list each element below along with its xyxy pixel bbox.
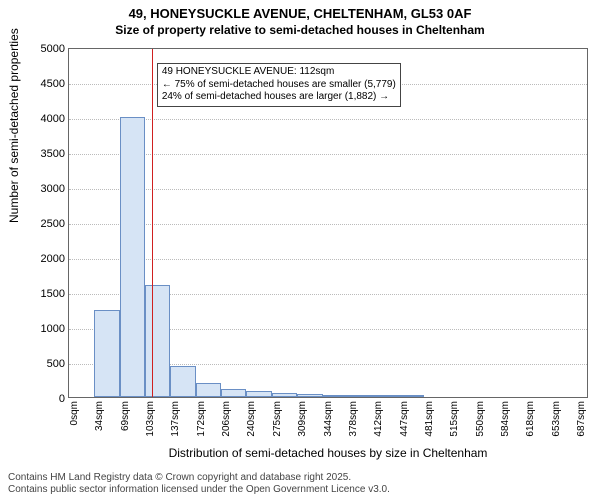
plot-area: 0500100015002000250030003500400045005000… — [68, 48, 588, 398]
gridline — [69, 154, 587, 155]
histogram-bar — [221, 389, 246, 397]
chart-title: 49, HONEYSUCKLE AVENUE, CHELTENHAM, GL53… — [0, 0, 600, 23]
x-tick-label: 481sqm — [424, 401, 435, 437]
histogram-bar — [297, 394, 323, 397]
gridline — [69, 189, 587, 190]
property-marker-line — [152, 49, 153, 397]
histogram-bar — [323, 395, 348, 397]
histogram-bar — [399, 395, 424, 397]
histogram-bar — [196, 383, 221, 397]
y-tick-label: 3500 — [41, 148, 65, 160]
y-tick-label: 4000 — [41, 113, 65, 125]
y-tick-label: 0 — [59, 393, 65, 405]
x-tick-label: 103sqm — [145, 401, 156, 437]
y-tick-label: 4500 — [41, 78, 65, 90]
x-tick-label: 618sqm — [525, 401, 536, 437]
histogram-bar — [348, 395, 373, 397]
y-tick-label: 1000 — [41, 323, 65, 335]
x-tick-label: 550sqm — [475, 401, 486, 437]
y-tick-label: 2500 — [41, 218, 65, 230]
y-tick-label: 5000 — [41, 43, 65, 55]
x-tick-label: 687sqm — [576, 401, 587, 437]
gridline — [69, 224, 587, 225]
y-tick-label: 3000 — [41, 183, 65, 195]
x-tick-label: 69sqm — [120, 401, 131, 431]
x-tick-label: 515sqm — [449, 401, 460, 437]
x-tick-label: 137sqm — [170, 401, 181, 437]
x-tick-label: 344sqm — [323, 401, 334, 437]
histogram-bar — [145, 285, 170, 397]
x-tick-label: 447sqm — [399, 401, 410, 437]
y-axis-label: Number of semi-detached properties — [7, 28, 21, 223]
x-tick-label: 172sqm — [196, 401, 207, 437]
histogram-bar — [170, 366, 196, 398]
gridline — [69, 259, 587, 260]
annotation-line: ← 75% of semi-detached houses are smalle… — [162, 79, 396, 92]
x-tick-label: 206sqm — [221, 401, 232, 437]
x-tick-label: 378sqm — [348, 401, 359, 437]
histogram-bar — [246, 391, 272, 397]
histogram-bar — [373, 395, 399, 397]
x-tick-label: 584sqm — [500, 401, 511, 437]
annotation-box: 49 HONEYSUCKLE AVENUE: 112sqm← 75% of se… — [157, 63, 401, 107]
x-tick-label: 309sqm — [297, 401, 308, 437]
annotation-line: 49 HONEYSUCKLE AVENUE: 112sqm — [162, 66, 396, 79]
chart-subtitle: Size of property relative to semi-detach… — [0, 23, 600, 37]
x-tick-label: 412sqm — [373, 401, 384, 437]
y-tick-label: 1500 — [41, 288, 65, 300]
x-tick-label: 240sqm — [246, 401, 257, 437]
histogram-bar — [272, 393, 297, 397]
y-tick-label: 500 — [47, 358, 65, 370]
x-tick-label: 653sqm — [551, 401, 562, 437]
y-tick-label: 2000 — [41, 253, 65, 265]
x-axis-label: Distribution of semi-detached houses by … — [68, 446, 588, 460]
histogram-bar — [94, 310, 120, 398]
annotation-line: 24% of semi-detached houses are larger (… — [162, 91, 396, 104]
x-tick-label: 34sqm — [94, 401, 105, 431]
footer-attribution: Contains HM Land Registry data © Crown c… — [8, 472, 390, 496]
x-tick-label: 275sqm — [272, 401, 283, 437]
histogram-bar — [120, 117, 145, 397]
gridline — [69, 119, 587, 120]
chart-container: 49, HONEYSUCKLE AVENUE, CHELTENHAM, GL53… — [0, 0, 600, 500]
x-tick-label: 0sqm — [69, 401, 80, 425]
footer-line-2: Contains public sector information licen… — [8, 484, 390, 496]
footer-line-1: Contains HM Land Registry data © Crown c… — [8, 472, 390, 484]
